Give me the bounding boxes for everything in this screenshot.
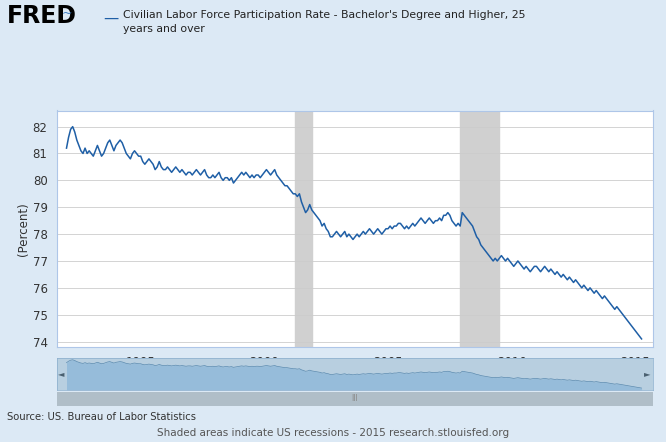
Text: ►: ► — [645, 370, 651, 378]
Text: ◄: ◄ — [59, 370, 65, 378]
Y-axis label: (Percent): (Percent) — [17, 202, 30, 255]
Text: Source: US. Bureau of Labor Statistics: Source: US. Bureau of Labor Statistics — [7, 412, 196, 422]
Bar — [460, 110, 500, 347]
Bar — [295, 110, 312, 347]
Text: Civilian Labor Force Participation Rate - Bachelor's Degree and Higher, 25
years: Civilian Labor Force Participation Rate … — [123, 10, 525, 34]
Text: FRED: FRED — [7, 4, 77, 28]
Text: III: III — [351, 394, 358, 403]
Text: Shaded areas indicate US recessions - 2015 research.stlouisfed.org: Shaded areas indicate US recessions - 20… — [157, 428, 509, 438]
Text: —: — — [103, 11, 119, 26]
Text: ~: ~ — [61, 7, 72, 19]
